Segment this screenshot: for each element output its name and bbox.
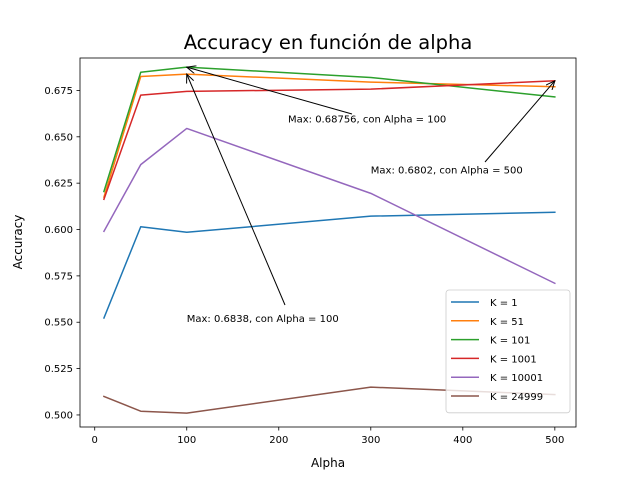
annotation-text: Max: 0.6838, con Alpha = 100 (187, 314, 339, 325)
x-axis-label: Alpha (311, 456, 345, 470)
legend-label-1: K = 51 (490, 317, 524, 328)
series-line-5 (102, 386, 556, 414)
y-tick-label: 0.650 (44, 132, 73, 143)
series-line-3 (102, 80, 556, 201)
y-tick-label: 0.525 (44, 364, 73, 375)
legend-label-3: K = 1001 (490, 354, 537, 365)
plot-area: 0 100 200 300 400 500 0.500 0.525 0.550 0.575 0.60… (44, 57, 577, 446)
x-tick-label: 100 (177, 435, 196, 446)
legend-label-4: K = 10001 (490, 373, 543, 384)
x-tick-label: 0 (92, 435, 98, 446)
chart-title: Accuracy en función de alpha (184, 31, 473, 54)
y-tick-label: 0.500 (44, 410, 73, 421)
y-tick-label: 0.625 (44, 179, 73, 190)
series-line-4 (102, 127, 556, 285)
legend-label-5: K = 24999 (490, 392, 543, 403)
annotation-arrow (484, 81, 555, 163)
legend-label-0: K = 1 (490, 298, 518, 309)
x-tick-label: 500 (545, 435, 564, 446)
annotation-text: Max: 0.68756, con Alpha = 100 (288, 115, 446, 126)
x-tick-label: 400 (453, 435, 472, 446)
annotation-arrow (187, 67, 353, 115)
x-tick-label: 300 (361, 435, 380, 446)
series-line-0 (102, 211, 556, 319)
axes-frame (79, 57, 577, 428)
y-tick-label: 0.575 (44, 271, 73, 282)
annotation-arrow (187, 74, 286, 306)
y-tick-label: 0.550 (44, 318, 73, 329)
legend: K = 1 K = 51 K = 101 K = 1001 K = 10001 K = 2… (445, 289, 571, 414)
annotation-text: Max: 0.6802, con Alpha = 500 (371, 166, 523, 177)
legend-label-2: K = 101 (490, 336, 530, 347)
y-tick-label: 0.600 (44, 225, 73, 236)
y-tick-label: 0.675 (44, 86, 73, 97)
x-tick-label: 200 (269, 435, 288, 446)
y-axis-label: Accuracy (11, 215, 25, 270)
